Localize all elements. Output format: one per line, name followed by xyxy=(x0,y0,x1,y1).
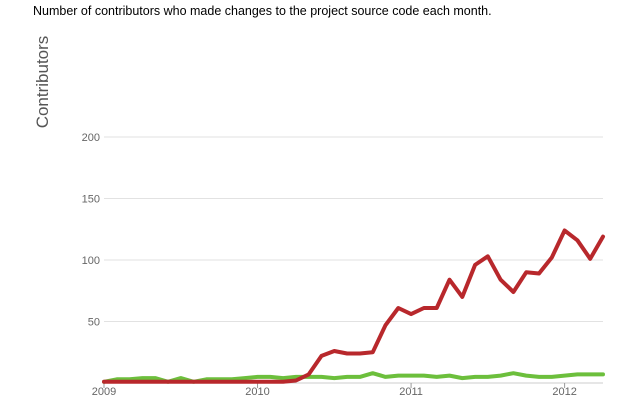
y-tick-label: 50 xyxy=(88,317,100,329)
series-lines xyxy=(102,228,605,384)
y-tick-label: 200 xyxy=(82,132,100,144)
x-tick-label: 2011 xyxy=(399,386,423,398)
series-line-1 xyxy=(102,228,605,384)
y-tick-label: 100 xyxy=(82,255,100,267)
y-tick-label: 150 xyxy=(82,194,100,206)
chart-caption: Number of contributors who made changes … xyxy=(33,4,492,18)
y-tick-labels: 50 100 150 200 xyxy=(82,132,100,329)
gridlines xyxy=(103,136,603,388)
x-tick-labels: 2009 2010 2011 2012 xyxy=(92,386,577,398)
x-tick-label: 2009 xyxy=(92,386,116,398)
x-tick-label: 2010 xyxy=(245,386,269,398)
x-tick-label: 2012 xyxy=(552,386,576,398)
